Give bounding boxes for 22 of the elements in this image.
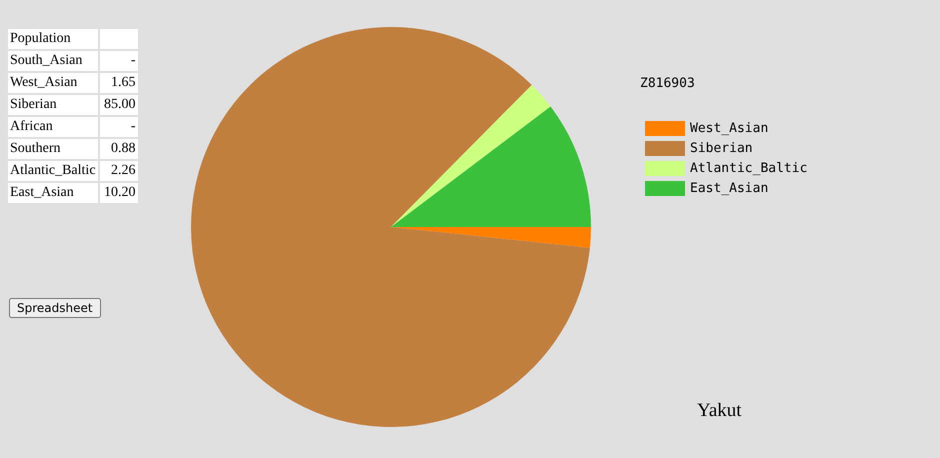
- text: East_Asian: [8, 183, 98, 203]
- text: Yakut: [697, 400, 742, 422]
- legend-label: East_Asian: [690, 181, 768, 196]
- text: West_Asian: [8, 73, 98, 93]
- text: 1.65: [100, 73, 138, 93]
- text: South_Asian: [8, 51, 98, 71]
- text: -: [100, 117, 138, 137]
- text: 2.26: [100, 161, 138, 181]
- text: 10.20: [100, 183, 138, 203]
- text: Spreadsheet: [9, 298, 101, 318]
- legend-label: Siberian: [690, 141, 753, 156]
- text: Siberian: [8, 95, 98, 115]
- text: 85.00: [100, 95, 138, 115]
- text: 0.88: [100, 139, 138, 159]
- legend-label: Atlantic_Baltic: [690, 161, 808, 176]
- text: Z816903: [640, 76, 695, 91]
- text: Southern: [8, 139, 98, 159]
- text: African: [8, 117, 98, 137]
- text: Population: [8, 29, 98, 49]
- text: Atlantic_Baltic: [8, 161, 98, 181]
- legend-label: West_Asian: [690, 121, 768, 136]
- text: -: [100, 51, 138, 71]
